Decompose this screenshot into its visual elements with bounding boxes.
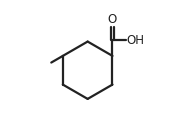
- Text: OH: OH: [126, 34, 144, 47]
- Text: O: O: [108, 13, 117, 26]
